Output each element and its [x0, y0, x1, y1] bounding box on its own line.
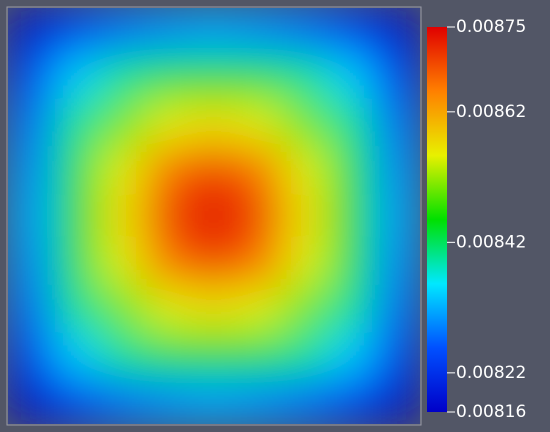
field-cell [373, 238, 420, 286]
field-cell [327, 99, 375, 148]
field-cell [282, 377, 329, 424]
field-cell [53, 99, 101, 148]
field-cell [53, 192, 101, 240]
colorbar-tick-label: 0.00862 [456, 102, 526, 122]
field-cell [99, 377, 146, 424]
field-cell [236, 331, 284, 379]
colorbar-tick-label: 0.00875 [456, 17, 526, 37]
field-cell [53, 377, 101, 424]
field-cell [373, 53, 420, 101]
field-cell [327, 238, 375, 286]
field-cell [8, 8, 55, 55]
colorbar [427, 27, 447, 412]
field-cell [8, 53, 55, 101]
field-cell [8, 238, 55, 286]
field-cell [8, 377, 55, 424]
field-cell [190, 99, 238, 148]
field-cell [373, 377, 420, 424]
field-cell [144, 331, 192, 379]
field-cell [282, 99, 329, 148]
field-cell [144, 146, 192, 194]
field [8, 8, 420, 424]
field-cell [373, 284, 420, 333]
plot-area [8, 8, 420, 424]
field-cell [236, 53, 284, 101]
field-cell [327, 192, 375, 240]
field-cell [190, 53, 238, 101]
colorbar-tick-label: 0.00842 [456, 232, 526, 252]
field-cell [190, 284, 238, 333]
colorbar-tick-label: 0.00822 [456, 363, 526, 383]
field-cell [53, 331, 101, 379]
field-cell [53, 238, 101, 286]
field-cell [53, 284, 101, 333]
field-cell [373, 331, 420, 379]
field-cell [144, 8, 192, 55]
field-cell [373, 8, 420, 55]
field-cell [282, 284, 329, 333]
field-cell [236, 377, 284, 424]
field-cell [327, 331, 375, 379]
field-cell [327, 284, 375, 333]
field-cell [99, 192, 146, 240]
field-cell [99, 238, 146, 286]
field-cell [327, 146, 375, 194]
colorbar-ticks: 0.00816 0.00822 0.00842 0.00862 0.00875 [447, 17, 526, 422]
field-cell [373, 146, 420, 194]
field-cell [99, 146, 146, 194]
field-cell [8, 331, 55, 379]
colorbar-tick-label: 0.00816 [456, 402, 526, 422]
field-cell [236, 192, 284, 240]
field-cell [190, 192, 238, 240]
field-cell [327, 53, 375, 101]
field-cell [190, 146, 238, 194]
field-cell [236, 238, 284, 286]
field-cell [99, 8, 146, 55]
field-cell [327, 377, 375, 424]
field-cell [53, 8, 101, 55]
field-cell [282, 238, 329, 286]
field-cell [53, 53, 101, 101]
plot-frame [6, 6, 422, 426]
field-cell [99, 284, 146, 333]
field-cell [8, 284, 55, 333]
field-cell [8, 192, 55, 240]
field-cell [190, 377, 238, 424]
field-cell [190, 331, 238, 379]
field-cell [282, 331, 329, 379]
field-cell [236, 284, 284, 333]
field-cell [282, 192, 329, 240]
field-cell [8, 146, 55, 194]
field-cell [144, 53, 192, 101]
field-cell [282, 146, 329, 194]
field-cell [236, 8, 284, 55]
field-cell [99, 331, 146, 379]
field-cell [327, 8, 375, 55]
field-cell [53, 146, 101, 194]
field-cell [236, 99, 284, 148]
field-cell [144, 284, 192, 333]
field-cell [144, 377, 192, 424]
field-cell [144, 192, 192, 240]
field-cell [8, 99, 55, 148]
field-cell [282, 8, 329, 55]
field-cell [190, 8, 238, 55]
field-cell [144, 238, 192, 286]
field-cell [99, 53, 146, 101]
field-cell [236, 146, 284, 194]
field-cell [373, 99, 420, 148]
field-cell [282, 53, 329, 101]
field-cell [99, 99, 146, 148]
field-cell [190, 238, 238, 286]
field-cell [144, 99, 192, 148]
field-cell [373, 192, 420, 240]
